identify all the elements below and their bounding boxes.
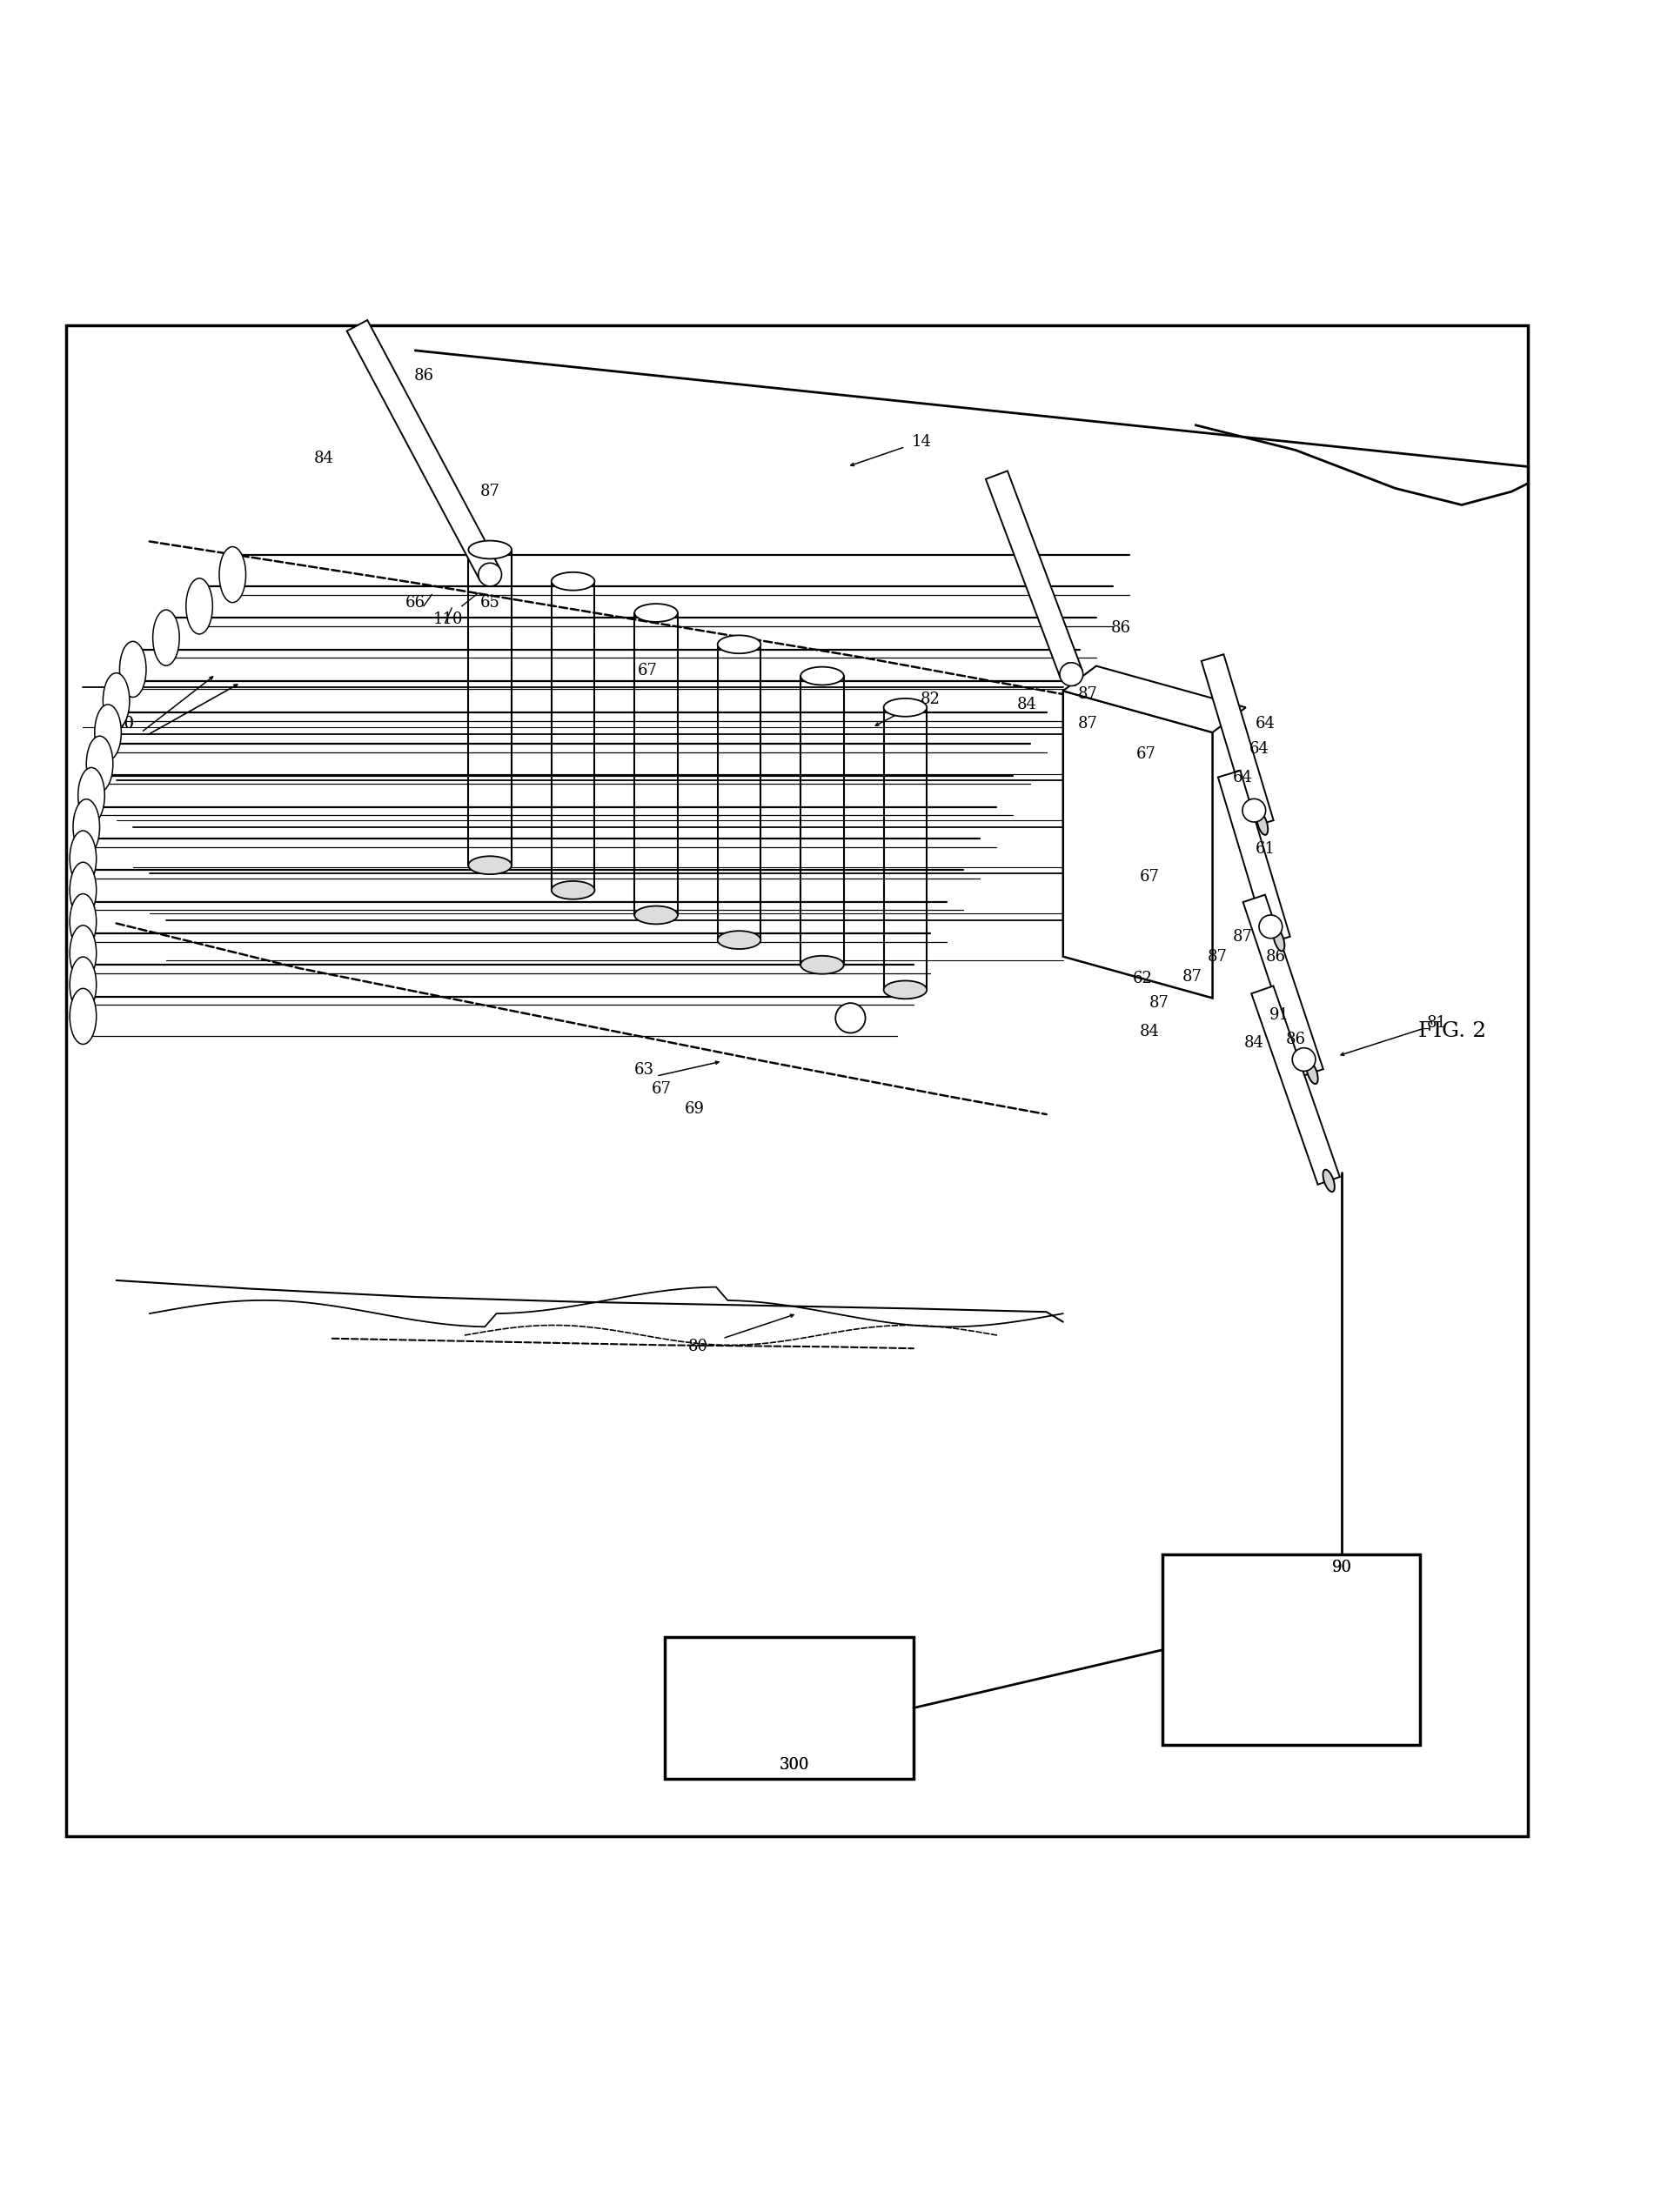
Ellipse shape xyxy=(483,564,497,586)
Text: 81: 81 xyxy=(1427,1015,1447,1031)
Polygon shape xyxy=(1218,770,1291,942)
Text: 64: 64 xyxy=(1232,770,1252,785)
Text: 60: 60 xyxy=(115,717,135,732)
Polygon shape xyxy=(985,471,1083,679)
Text: 67: 67 xyxy=(1136,745,1156,761)
Text: 84: 84 xyxy=(314,451,334,467)
Ellipse shape xyxy=(219,546,246,602)
Ellipse shape xyxy=(103,672,130,728)
Text: 65: 65 xyxy=(480,595,500,611)
Text: 91: 91 xyxy=(1269,1006,1289,1022)
Ellipse shape xyxy=(884,980,927,1000)
Ellipse shape xyxy=(1065,664,1078,686)
Ellipse shape xyxy=(718,635,761,653)
Ellipse shape xyxy=(70,989,96,1044)
Text: 92: 92 xyxy=(840,1011,860,1026)
Ellipse shape xyxy=(1322,1170,1335,1192)
Polygon shape xyxy=(347,321,500,580)
Text: 62: 62 xyxy=(1133,971,1153,987)
Polygon shape xyxy=(1063,690,1213,998)
Text: 69: 69 xyxy=(684,1102,704,1117)
Text: 80: 80 xyxy=(688,1338,708,1354)
Polygon shape xyxy=(1201,655,1274,827)
Ellipse shape xyxy=(468,856,512,874)
Text: 67: 67 xyxy=(651,1082,671,1097)
Ellipse shape xyxy=(884,699,927,717)
Bar xyxy=(66,325,1528,1836)
Ellipse shape xyxy=(1257,812,1267,834)
Text: 82: 82 xyxy=(920,692,940,708)
Ellipse shape xyxy=(86,737,113,792)
Ellipse shape xyxy=(78,768,105,823)
Text: 14: 14 xyxy=(912,434,932,449)
Ellipse shape xyxy=(70,925,96,982)
Text: 86: 86 xyxy=(1111,619,1131,635)
Ellipse shape xyxy=(468,540,512,560)
Ellipse shape xyxy=(551,880,595,900)
Circle shape xyxy=(478,564,502,586)
Polygon shape xyxy=(1251,987,1340,1186)
Text: 87: 87 xyxy=(1149,995,1169,1011)
Circle shape xyxy=(1060,664,1083,686)
Text: 90: 90 xyxy=(1332,1559,1352,1575)
Text: 87: 87 xyxy=(1208,949,1227,964)
Text: 86: 86 xyxy=(1266,949,1286,964)
Text: 300: 300 xyxy=(779,1756,809,1774)
Circle shape xyxy=(1259,916,1282,938)
Ellipse shape xyxy=(186,577,213,635)
Ellipse shape xyxy=(1307,1062,1317,1084)
Ellipse shape xyxy=(1274,929,1284,951)
Polygon shape xyxy=(1242,896,1324,1077)
Text: 87: 87 xyxy=(1078,686,1098,701)
Ellipse shape xyxy=(95,703,121,761)
Text: 86: 86 xyxy=(414,367,434,383)
Circle shape xyxy=(1242,799,1266,823)
Text: 67: 67 xyxy=(638,664,658,679)
Ellipse shape xyxy=(635,604,678,622)
Polygon shape xyxy=(1063,666,1246,732)
Text: 60: 60 xyxy=(115,717,135,732)
Circle shape xyxy=(835,1002,865,1033)
Ellipse shape xyxy=(801,956,844,973)
Text: 63: 63 xyxy=(635,1062,654,1077)
Bar xyxy=(664,1637,914,1778)
Ellipse shape xyxy=(70,863,96,918)
Ellipse shape xyxy=(635,907,678,925)
Text: 86: 86 xyxy=(1286,1031,1306,1048)
Text: 66: 66 xyxy=(405,595,425,611)
Text: 67: 67 xyxy=(1139,869,1159,885)
Text: 110: 110 xyxy=(434,613,463,628)
Ellipse shape xyxy=(551,573,595,591)
Text: 61: 61 xyxy=(1256,841,1276,856)
Ellipse shape xyxy=(718,931,761,949)
Text: 84: 84 xyxy=(1139,1024,1159,1040)
Text: 84: 84 xyxy=(1017,697,1036,712)
Ellipse shape xyxy=(70,832,96,887)
Text: 87: 87 xyxy=(1183,969,1203,984)
Text: 84: 84 xyxy=(1244,1035,1264,1051)
Ellipse shape xyxy=(801,666,844,686)
Text: 87: 87 xyxy=(1078,717,1098,732)
Circle shape xyxy=(1292,1048,1316,1071)
Text: 64: 64 xyxy=(1249,741,1269,757)
Text: 300: 300 xyxy=(779,1756,809,1774)
Ellipse shape xyxy=(70,958,96,1013)
Text: 64: 64 xyxy=(1256,717,1276,732)
Text: 87: 87 xyxy=(480,484,500,500)
Ellipse shape xyxy=(73,799,100,854)
Ellipse shape xyxy=(70,894,96,949)
Text: 87: 87 xyxy=(1232,929,1252,945)
Ellipse shape xyxy=(153,611,179,666)
Ellipse shape xyxy=(120,641,146,697)
Text: FIG. 2: FIG. 2 xyxy=(1418,1022,1487,1042)
Bar xyxy=(1163,1555,1420,1745)
Text: 90: 90 xyxy=(1332,1559,1352,1575)
